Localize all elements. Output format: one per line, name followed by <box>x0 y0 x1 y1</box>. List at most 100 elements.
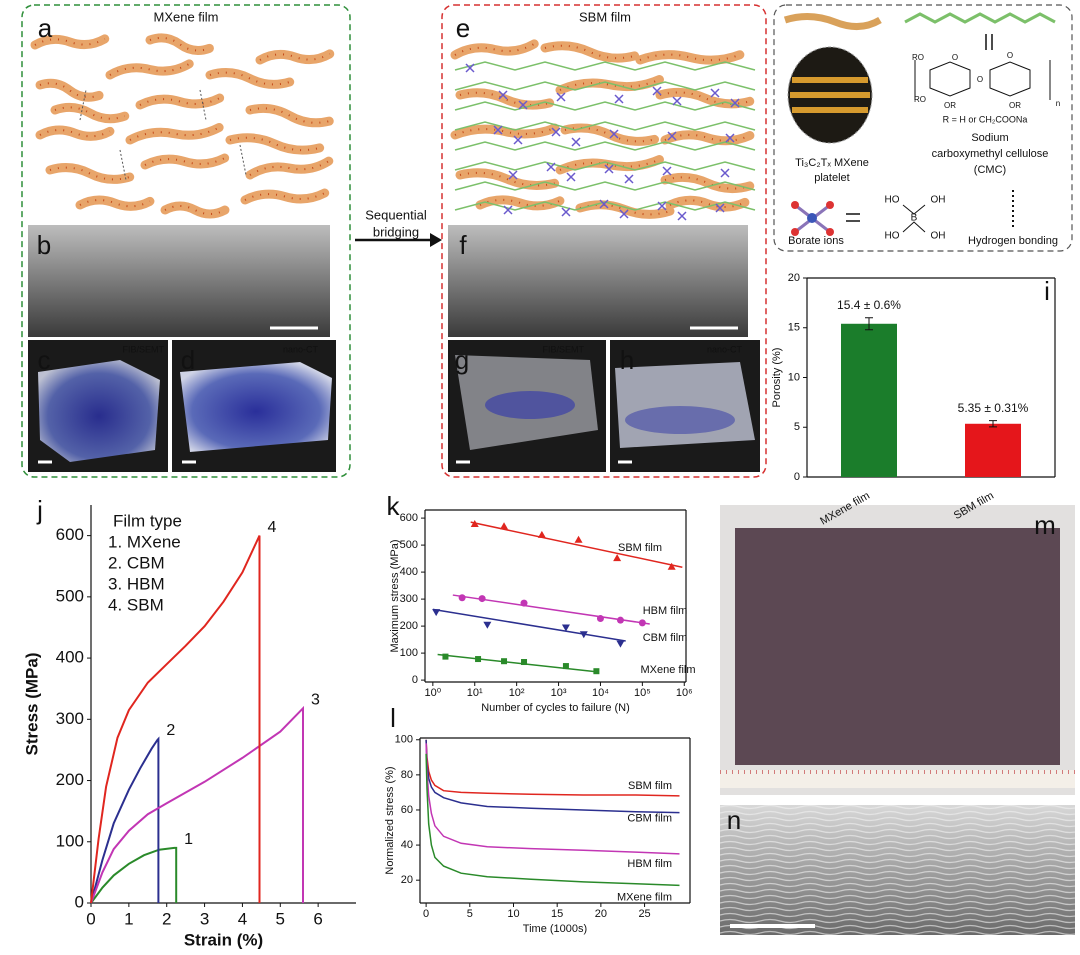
borate-bonds <box>902 204 926 233</box>
x-tick-label: 10¹ <box>467 687 483 699</box>
legend-text: R = H or CH₂COONa <box>943 114 1028 124</box>
y-tick-label: 80 <box>401 769 413 781</box>
y-tick-label: 20 <box>401 874 413 886</box>
legend-entry: 2. CBM <box>108 553 165 572</box>
platelet <box>75 195 155 211</box>
x-tick-label: 15 <box>551 908 563 920</box>
legend-text: platelet <box>814 172 849 184</box>
y-tick-label: 400 <box>400 566 418 578</box>
formula-text: HO <box>885 231 900 242</box>
borate-cross <box>508 170 518 180</box>
y-tick-label: 500 <box>56 586 84 605</box>
hbond-link <box>239 144 247 176</box>
platelet <box>635 50 745 65</box>
x-tick-label: 6 <box>313 909 322 928</box>
y-axis-title: Normalized stress (%) <box>384 766 396 874</box>
point <box>500 522 509 530</box>
series-label: HBM film <box>627 858 672 870</box>
y-tick-label: 5 <box>794 421 800 433</box>
platelet <box>540 41 640 63</box>
borate-cross <box>556 92 566 102</box>
value-label: 15.4 ± 0.6% <box>837 298 901 312</box>
cmc-chain <box>904 12 1056 24</box>
point <box>458 594 466 602</box>
panel-frame <box>773 4 1073 252</box>
platelet <box>560 123 660 146</box>
formula-text: RO <box>912 53 924 62</box>
borate-icon <box>826 201 834 209</box>
panel-title: SBM film <box>579 9 631 24</box>
borate-cross <box>725 133 735 143</box>
end-label: 3 <box>311 692 320 709</box>
platelet <box>30 34 110 50</box>
legend-title: Film type <box>113 511 182 530</box>
panel-label: k <box>387 491 401 521</box>
panel-label: m <box>1034 510 1056 540</box>
x-tick-label: 5 <box>467 908 473 920</box>
series-line <box>425 739 680 797</box>
platelet-dots <box>49 166 130 181</box>
cmc-bridge <box>454 141 756 151</box>
borate-cross <box>503 205 513 215</box>
platelet <box>50 102 130 124</box>
platelet <box>255 49 335 65</box>
y-tick-label: 200 <box>400 620 418 632</box>
cmc-bridge <box>454 181 756 191</box>
series-label: MXene film <box>640 664 695 676</box>
point <box>561 624 570 632</box>
borate-cross <box>667 131 677 141</box>
borate-cross <box>619 209 629 219</box>
arrow-label: Sequential <box>365 207 427 222</box>
ct-volume <box>615 362 755 448</box>
platelet-dots <box>209 71 290 86</box>
formula-text: O <box>977 75 983 84</box>
legend-text: Sodium <box>971 132 1008 144</box>
series-label: SBM film <box>618 542 662 554</box>
platelet <box>145 33 214 55</box>
end-label: 2 <box>166 722 175 739</box>
y-axis-title: Porosity (%) <box>771 348 783 408</box>
borate-cross <box>710 88 720 98</box>
borate-cross <box>513 135 523 145</box>
ct-volume <box>625 406 735 434</box>
y-tick-label: 0 <box>75 892 84 911</box>
image-tag: nano-CT <box>283 344 319 354</box>
x-tick-label: 10⁶ <box>676 687 693 699</box>
legend-entry: 4. SBM <box>108 595 164 614</box>
borate-cross <box>657 201 667 211</box>
x-axis-title: Number of cycles to failure (N) <box>481 702 630 714</box>
point <box>579 631 588 639</box>
x-tick-label: 0 <box>86 909 95 928</box>
borate-cross <box>715 203 725 213</box>
formula-text: RO <box>914 95 926 104</box>
y-tick-label: 10 <box>788 371 800 383</box>
ct-volume <box>485 391 575 419</box>
point <box>442 653 449 660</box>
bar <box>965 423 1021 477</box>
point <box>478 595 486 603</box>
platelet-dots <box>144 157 226 166</box>
platelet-dots <box>249 107 330 124</box>
point <box>616 640 625 648</box>
borate-cross <box>730 98 740 108</box>
platelet <box>35 78 104 102</box>
y-tick-label: 500 <box>400 539 418 551</box>
hbond-link <box>119 149 127 181</box>
point <box>501 658 508 665</box>
ruler <box>720 770 1075 788</box>
y-tick-label: 40 <box>401 839 413 851</box>
point <box>432 609 441 617</box>
formula-text: OH <box>931 195 946 206</box>
fit-line <box>452 594 650 625</box>
fit-line <box>432 608 626 642</box>
platelet <box>555 75 664 95</box>
sem-image <box>28 225 330 337</box>
formula-text: OR <box>944 101 956 110</box>
borate-cross <box>720 168 730 178</box>
platelet-dots <box>454 42 535 56</box>
series-line <box>90 705 304 904</box>
series-label: HBM film <box>643 605 688 617</box>
panel-label: i <box>1044 276 1050 306</box>
borate-cross <box>561 207 571 217</box>
hbond-link <box>199 89 207 121</box>
